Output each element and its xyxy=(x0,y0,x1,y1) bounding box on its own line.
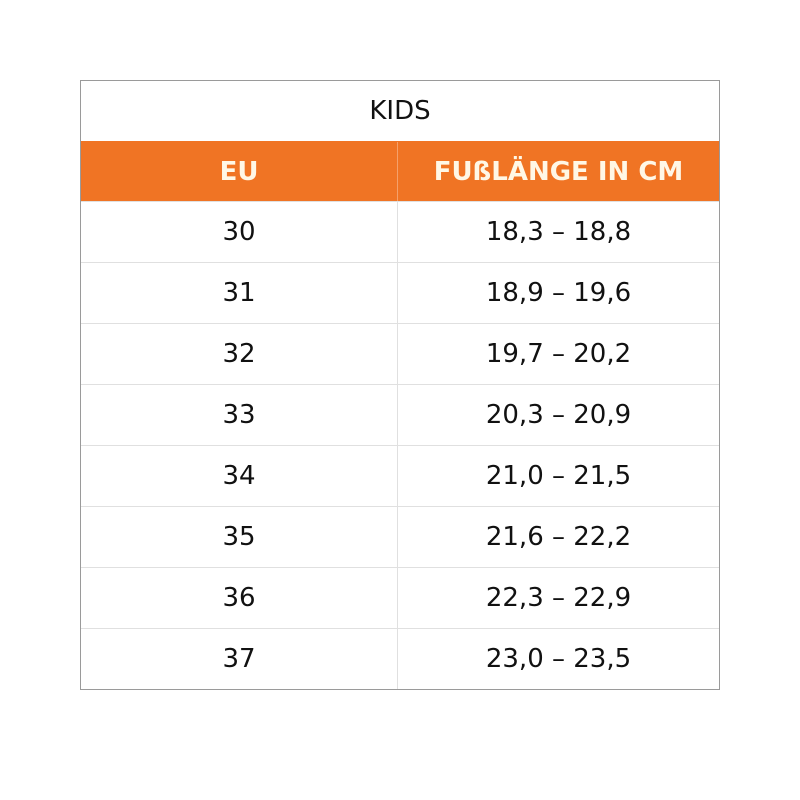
foot-length-cell: 19,7 – 20,2 xyxy=(485,339,632,369)
table-row: 36 22,3 – 22,9 xyxy=(81,567,719,628)
eu-size-cell: 31 xyxy=(81,263,398,323)
eu-size-cell: 35 xyxy=(81,507,398,567)
table-row: 32 19,7 – 20,2 xyxy=(81,323,719,384)
eu-size-cell: 37 xyxy=(81,629,398,689)
eu-size-cell: 34 xyxy=(81,446,398,506)
eu-size-cell: 36 xyxy=(81,568,398,628)
table-row: 34 21,0 – 21,5 xyxy=(81,445,719,506)
foot-length-cell: 18,9 – 19,6 xyxy=(485,278,632,308)
foot-length-cell: 21,0 – 21,5 xyxy=(485,461,632,491)
foot-length-cell: 22,3 – 22,9 xyxy=(485,583,632,613)
eu-size-cell: 30 xyxy=(81,202,398,262)
header-row: EU FUßLÄNGE IN CM xyxy=(81,141,719,201)
table-title: KIDS xyxy=(369,96,431,126)
foot-length-cell: 20,3 – 20,9 xyxy=(485,400,632,430)
header-foot-length: FUßLÄNGE IN CM xyxy=(433,156,684,187)
table-row: 30 18,3 – 18,8 xyxy=(81,201,719,262)
foot-length-cell: 21,6 – 22,2 xyxy=(485,522,632,552)
eu-size-cell: 33 xyxy=(81,385,398,445)
eu-size-cell: 32 xyxy=(81,324,398,384)
table-row: 35 21,6 – 22,2 xyxy=(81,506,719,567)
foot-length-cell: 18,3 – 18,8 xyxy=(485,217,632,247)
table-row: 33 20,3 – 20,9 xyxy=(81,384,719,445)
table-row: 31 18,9 – 19,6 xyxy=(81,262,719,323)
foot-length-cell: 23,0 – 23,5 xyxy=(485,644,632,674)
header-eu: EU xyxy=(81,142,398,201)
table-row: 37 23,0 – 23,5 xyxy=(81,628,719,689)
size-table: KIDS EU FUßLÄNGE IN CM 30 18,3 – 18,8 31 18… xyxy=(80,80,720,690)
